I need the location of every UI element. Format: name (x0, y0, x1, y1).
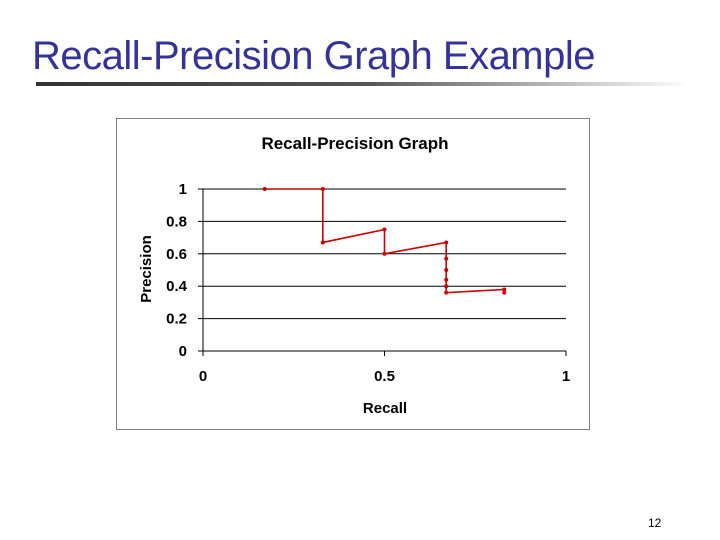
data-point-0-10 (444, 290, 449, 295)
y-tick-label-1: 0.2 (166, 311, 187, 328)
y-tick-label-3: 0.6 (166, 246, 187, 263)
data-point-0-12 (502, 290, 507, 295)
data-point-0-9 (444, 284, 449, 289)
data-point-0-3 (382, 227, 387, 232)
slide-title: Recall-Precision Graph Example (32, 34, 596, 78)
data-point-0-6 (444, 256, 449, 261)
chart-area: Recall-Precision Graph Precision Recall … (116, 118, 590, 430)
data-point-0-11 (502, 287, 507, 292)
data-point-0-0 (262, 187, 267, 191)
title-underline (36, 82, 690, 86)
data-point-0-5 (444, 240, 449, 245)
series-line-0 (264, 188, 506, 294)
data-point-0-1 (320, 187, 325, 191)
data-point-0-2 (320, 240, 325, 245)
y-tick-label-4: 0.8 (166, 213, 187, 230)
data-point-0-8 (444, 277, 449, 282)
x-tick-label-2: 1 (562, 368, 570, 385)
recall-precision-chart: Recall-Precision Graph Precision Recall … (138, 134, 570, 417)
x-axis-label: Recall (363, 400, 407, 417)
chart-title: Recall-Precision Graph (261, 134, 448, 153)
y-axis-label: Precision (138, 235, 155, 303)
y-tick-label-0: 0 (179, 343, 187, 360)
x-tick-label-0: 0 (199, 368, 207, 385)
data-point-0-4 (382, 251, 387, 256)
y-tick-label-5: 1 (179, 181, 187, 198)
page-number: 12 (648, 516, 662, 530)
x-tick-label-1: 0.5 (374, 368, 395, 385)
y-tick-label-2: 0.4 (166, 278, 188, 295)
data-point-0-7 (444, 268, 449, 272)
